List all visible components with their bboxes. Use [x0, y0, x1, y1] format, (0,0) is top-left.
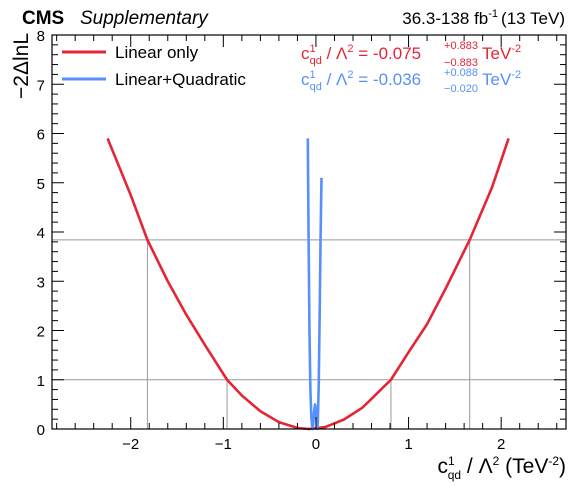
y-tick-label-2: 2: [37, 324, 45, 341]
experiment-label: CMS: [22, 8, 64, 29]
y-tick-label-4: 4: [37, 225, 45, 242]
legend: Linear only Linear+Quadratic: [62, 43, 246, 89]
series-line-1: [306, 138, 323, 431]
series-curves: [106, 137, 510, 431]
y-tick-label-7: 7: [37, 77, 45, 94]
luminosity-label: 36.3-138 fb-1 (13 TeV): [402, 8, 565, 28]
svg-text:−0.883: −0.883: [444, 57, 478, 69]
svg-text:+0.883: +0.883: [444, 40, 478, 52]
x-tick-label-3: 1: [404, 436, 412, 453]
x-tick-label-0: −2: [122, 436, 139, 453]
svg-text:TeV-2: TeV-2: [482, 69, 521, 89]
x-tick-label-2: 0: [312, 436, 320, 453]
y-tick-label-1: 1: [37, 373, 45, 390]
svg-text:+0.088: +0.088: [444, 67, 478, 79]
y-tick-label-8: 8: [37, 28, 45, 45]
y-tick-label-5: 5: [37, 176, 45, 193]
y-tick-label-0: 0: [37, 422, 45, 439]
plot-frame: [51, 34, 567, 430]
legend-label-linear: Linear only: [115, 43, 199, 62]
y-tick-label-3: 3: [37, 274, 45, 291]
supplementary-label: Supplementary: [80, 8, 209, 29]
axes: −2 −1 0 1 2 0 1 2 3 4 5 6 7 8: [37, 28, 566, 453]
fit-result-quadratic: c1 qd / Λ2 = -0.036 +0.088 −0.020 TeV-2: [301, 67, 521, 95]
legend-label-quadratic: Linear+Quadratic: [115, 70, 246, 89]
svg-text:−0.020: −0.020: [444, 83, 478, 95]
y-tick-label-6: 6: [37, 127, 45, 144]
svg-text:TeV-2: TeV-2: [482, 43, 521, 63]
fit-result-linear: c1 qd / Λ2 = -0.075 +0.883 −0.883 TeV-2: [301, 40, 521, 69]
y-axis-label: −2ΔlnL: [10, 33, 33, 99]
x-tick-label-4: 2: [497, 436, 505, 453]
x-axis-label: c1 qd / Λ2 (TeV-2): [438, 454, 566, 482]
x-tick-label-1: −1: [215, 436, 232, 453]
